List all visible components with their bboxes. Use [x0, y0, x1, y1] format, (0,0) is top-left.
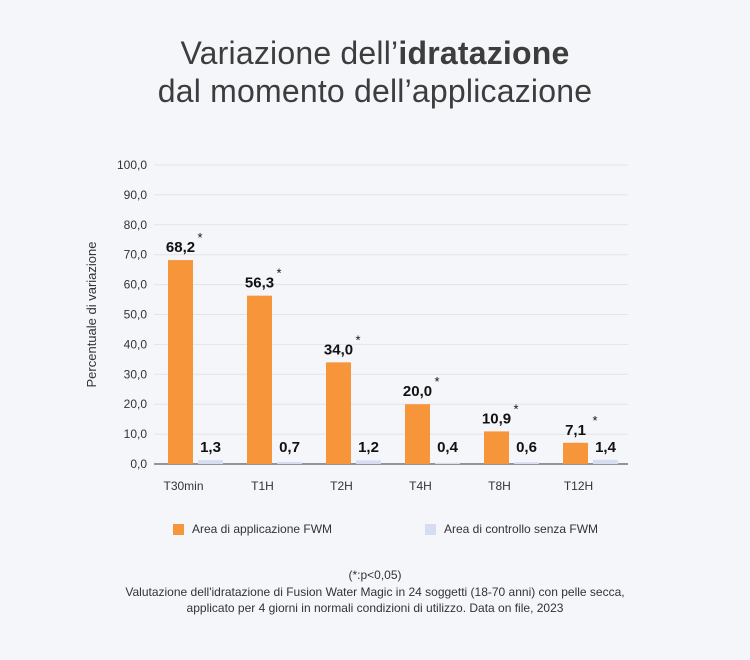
title-prefix: Variazione dell’ [180, 35, 399, 71]
bar-label-fwm: 20,0 [403, 383, 432, 400]
bar-label-control: 1,2 [358, 439, 379, 456]
bar-control [198, 460, 223, 464]
bar-label-control: 0,4 [437, 439, 459, 456]
title-line-2: dal momento dell’applicazione [157, 73, 593, 109]
bar-label-fwm: 10,9 [482, 410, 511, 427]
bar-control [277, 461, 302, 464]
footnote-line-1: Valutazione dell'idratazione di Fusion W… [125, 585, 625, 599]
bar-label-control: 1,3 [200, 439, 221, 456]
significance-note: (*:p<0,05) [348, 568, 402, 582]
x-tick-label: T1H [251, 479, 274, 493]
bar-control [356, 460, 381, 464]
bar-label-fwm: 68,2 [166, 239, 195, 256]
bar-label-fwm: 7,1 [565, 422, 586, 439]
bar-fwm [168, 260, 193, 464]
x-tick-label: T30min [163, 479, 203, 493]
legend-swatch-control [425, 523, 436, 535]
y-tick-label: 50,0 [124, 308, 148, 322]
bar-control [435, 462, 460, 464]
y-tick-label: 10,0 [124, 427, 148, 441]
bar-chart: 0,0 10,0 20,0 30,0 40,0 50,0 60,0 70,0 80,0 90,0 1… [84, 158, 628, 493]
bar-label-control: 0,7 [279, 439, 300, 456]
chart-title: Variazione dell’idratazione dal momento … [0, 34, 750, 110]
bar-label-control: 1,4 [595, 439, 617, 456]
bar-control [593, 459, 618, 464]
significance-asterisk: * [355, 332, 360, 347]
y-tick-label: 60,0 [124, 278, 148, 292]
bar-fwm [326, 362, 351, 464]
bar-fwm [563, 442, 588, 464]
y-tick-label: 0,0 [130, 457, 147, 471]
bar-label-control: 0,6 [516, 439, 537, 456]
y-tick-label: 40,0 [124, 337, 148, 351]
legend-label-fwm: Area di applicazione FWM [192, 522, 333, 536]
y-tick-label: 70,0 [124, 248, 148, 262]
title-bold-word: idratazione [398, 35, 570, 71]
legend-swatch-fwm [173, 523, 184, 535]
title-line-1: Variazione dell’idratazione [0, 34, 750, 72]
bar-fwm [484, 431, 509, 464]
bar-label-fwm: 34,0 [324, 341, 353, 358]
x-tick-label: T4H [409, 479, 432, 493]
significance-asterisk: * [276, 266, 281, 281]
significance-asterisk: * [513, 401, 518, 416]
x-tick-label: T2H [330, 479, 353, 493]
x-tick-label: T12H [564, 479, 593, 493]
footnote-line-2: applicato per 4 giorni in normali condiz… [186, 601, 564, 615]
bar-fwm [247, 295, 272, 464]
legend-item-fwm: Area di applicazione FWM [173, 522, 332, 536]
y-tick-label: 90,0 [124, 188, 148, 202]
x-tick-label: T8H [488, 479, 511, 493]
bar-fwm [405, 404, 430, 464]
significance-asterisk: * [434, 374, 439, 389]
significance-asterisk: * [592, 413, 597, 428]
bar-label-fwm: 56,3 [245, 275, 274, 292]
y-tick-label: 30,0 [124, 367, 148, 381]
y-tick-label: 20,0 [124, 397, 148, 411]
legend-item-control: Area di controllo senza FWM [425, 522, 598, 536]
bar-control [514, 462, 539, 464]
significance-asterisk: * [197, 230, 202, 245]
y-axis-label: Percentuale di variazione [84, 242, 99, 388]
legend-label-control: Area di controllo senza FWM [444, 522, 599, 536]
y-tick-label: 80,0 [124, 218, 148, 232]
y-tick-label: 100,0 [117, 158, 147, 172]
